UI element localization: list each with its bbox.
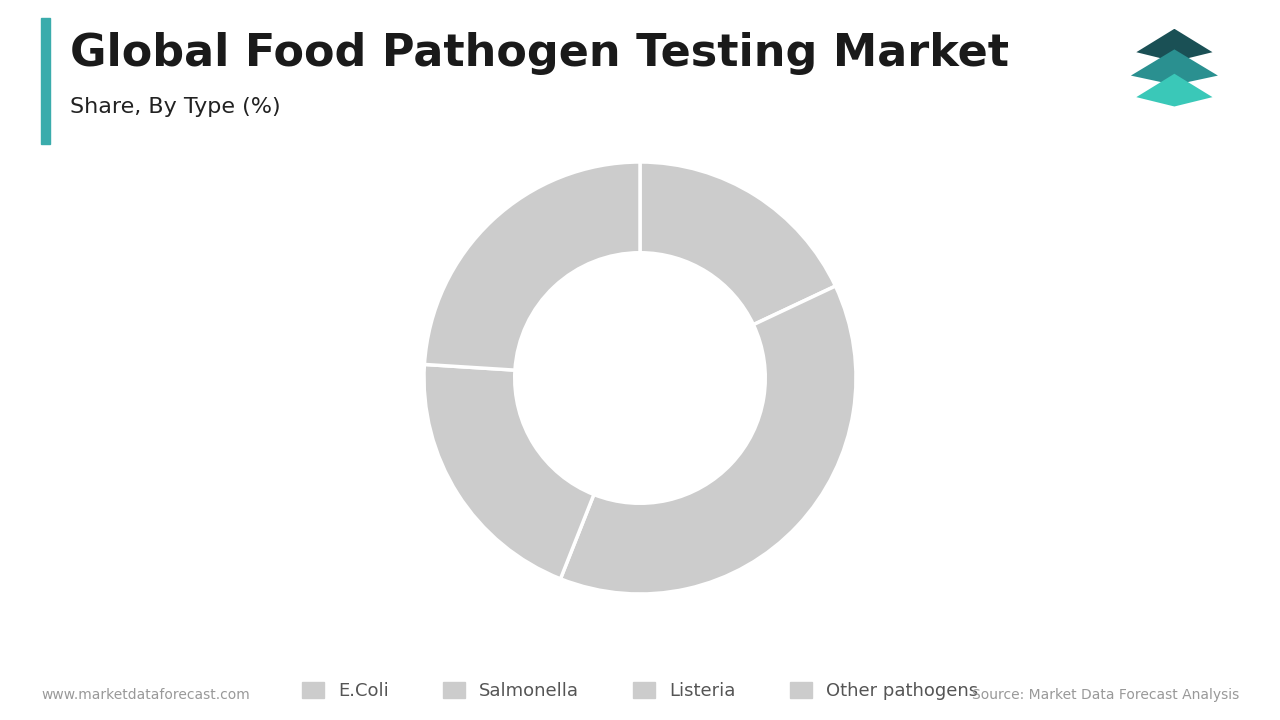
Text: Global Food Pathogen Testing Market: Global Food Pathogen Testing Market [70, 32, 1010, 76]
Wedge shape [425, 162, 640, 370]
Wedge shape [561, 286, 856, 594]
Polygon shape [1137, 73, 1212, 107]
Legend: E.Coli, Salmonella, Listeria, Other pathogens: E.Coli, Salmonella, Listeria, Other path… [293, 673, 987, 709]
Polygon shape [1137, 29, 1212, 62]
Text: Source: Market Data Forecast Analysis: Source: Market Data Forecast Analysis [972, 688, 1239, 702]
Wedge shape [640, 162, 836, 325]
Text: www.marketdataforecast.com: www.marketdataforecast.com [41, 688, 250, 702]
Wedge shape [424, 364, 594, 579]
Text: Share, By Type (%): Share, By Type (%) [70, 97, 282, 117]
Polygon shape [1132, 50, 1219, 85]
